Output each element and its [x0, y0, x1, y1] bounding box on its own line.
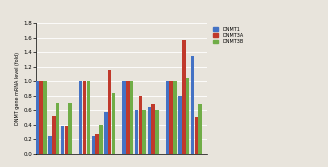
Bar	[87, 81, 90, 154]
Bar	[108, 70, 112, 154]
Bar	[122, 81, 126, 154]
Bar	[83, 81, 86, 154]
Bar	[130, 81, 133, 154]
Bar	[155, 110, 158, 154]
Bar	[135, 110, 138, 154]
Bar	[142, 110, 146, 154]
Bar	[56, 103, 59, 154]
Bar	[186, 78, 189, 154]
Legend: DNMT1, DNMT3A, DNMT3B: DNMT1, DNMT3A, DNMT3B	[213, 26, 244, 45]
Bar	[99, 125, 103, 154]
Bar	[191, 56, 195, 154]
Bar	[151, 104, 155, 154]
Bar	[79, 81, 83, 154]
Bar	[170, 81, 173, 154]
Bar	[36, 81, 39, 154]
Bar	[112, 93, 115, 154]
Y-axis label: DNMT gene mRNA level (fold): DNMT gene mRNA level (fold)	[15, 52, 20, 125]
Bar	[166, 81, 169, 154]
Bar	[43, 81, 47, 154]
Bar	[92, 136, 95, 154]
Bar	[61, 126, 64, 154]
Bar	[95, 134, 99, 154]
Bar	[69, 103, 72, 154]
Bar	[65, 126, 68, 154]
Bar	[198, 104, 202, 154]
Bar	[148, 107, 151, 154]
Bar	[178, 96, 182, 154]
Bar	[182, 40, 186, 154]
Bar	[139, 96, 142, 154]
Bar	[52, 116, 55, 154]
Bar	[173, 81, 177, 154]
Bar	[48, 136, 52, 154]
Bar	[39, 81, 43, 154]
Bar	[126, 81, 130, 154]
Bar	[104, 112, 108, 154]
Bar	[195, 117, 198, 154]
